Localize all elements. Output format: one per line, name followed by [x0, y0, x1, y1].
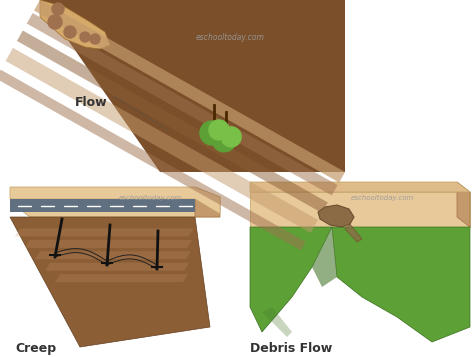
Polygon shape: [250, 182, 470, 192]
Circle shape: [90, 34, 100, 44]
Polygon shape: [55, 274, 188, 282]
Text: eschooltoday.com: eschooltoday.com: [118, 195, 182, 201]
Polygon shape: [35, 251, 191, 259]
Polygon shape: [27, 13, 337, 196]
Polygon shape: [17, 30, 328, 213]
Text: eschooltoday.com: eschooltoday.com: [196, 32, 264, 41]
Circle shape: [64, 26, 76, 38]
Polygon shape: [45, 263, 189, 271]
Polygon shape: [250, 227, 332, 332]
Polygon shape: [318, 205, 354, 227]
Polygon shape: [10, 202, 220, 217]
Polygon shape: [312, 227, 337, 287]
Polygon shape: [15, 228, 193, 236]
Polygon shape: [25, 240, 192, 248]
Polygon shape: [332, 227, 470, 342]
Polygon shape: [10, 187, 220, 214]
Polygon shape: [40, 0, 345, 172]
Polygon shape: [0, 70, 306, 250]
Circle shape: [221, 127, 241, 147]
Polygon shape: [34, 0, 345, 182]
Polygon shape: [40, 0, 110, 49]
Circle shape: [80, 32, 90, 42]
Polygon shape: [457, 182, 470, 227]
Polygon shape: [262, 307, 292, 337]
Polygon shape: [250, 192, 470, 227]
Polygon shape: [10, 217, 210, 347]
Polygon shape: [10, 199, 195, 212]
Circle shape: [212, 128, 236, 152]
Polygon shape: [40, 0, 345, 172]
Circle shape: [200, 121, 224, 145]
Text: Creep: Creep: [15, 342, 56, 355]
Polygon shape: [345, 224, 362, 242]
Circle shape: [48, 15, 62, 29]
Polygon shape: [6, 48, 318, 233]
Circle shape: [52, 3, 64, 15]
Circle shape: [209, 120, 229, 140]
Text: eschooltoday.com: eschooltoday.com: [350, 195, 414, 201]
Polygon shape: [195, 187, 220, 217]
Text: Flow: Flow: [75, 96, 108, 109]
Text: Debris Flow: Debris Flow: [250, 342, 332, 355]
